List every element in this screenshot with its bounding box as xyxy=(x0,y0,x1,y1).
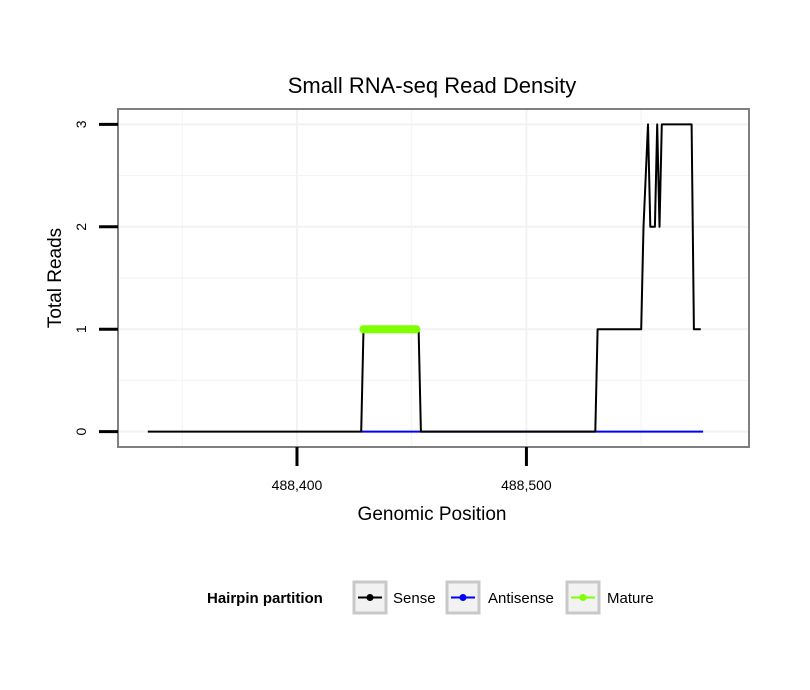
legend-label-antisense: Antisense xyxy=(488,590,554,607)
legend-key-dot-mature xyxy=(579,594,587,601)
x-tick-label-1: 488,500 xyxy=(501,477,552,493)
grid xyxy=(118,109,749,447)
legend-label-mature: Mature xyxy=(607,590,654,607)
y-axis-label: Total Reads xyxy=(45,228,66,328)
y-tick-label-3: 3 xyxy=(73,120,89,128)
y-axis-ticks: 0 1 2 3 xyxy=(73,120,118,436)
x-axis-label: Genomic Position xyxy=(358,504,507,525)
y-tick-label-2: 2 xyxy=(73,223,89,231)
y-tick-label-0: 0 xyxy=(73,428,89,436)
legend-key-dot-sense xyxy=(366,594,374,601)
legend-items: Sense Antisense Mature xyxy=(352,580,654,615)
x-axis-ticks: 488,400 488,500 xyxy=(272,447,552,493)
series-point-mature xyxy=(359,325,368,334)
legend-title: Hairpin partition xyxy=(207,590,323,607)
series-point-mature xyxy=(412,325,421,334)
plot-panel xyxy=(117,108,750,448)
chart-title: Small RNA-seq Read Density xyxy=(288,73,577,98)
y-tick-label-1: 1 xyxy=(73,325,89,333)
legend: Hairpin partition Sense Antisense Mature xyxy=(207,580,654,615)
legend-key-dot-antisense xyxy=(459,594,467,601)
series-layer xyxy=(147,123,704,433)
legend-label-sense: Sense xyxy=(393,590,436,607)
x-tick-label-0: 488,400 xyxy=(272,477,323,493)
